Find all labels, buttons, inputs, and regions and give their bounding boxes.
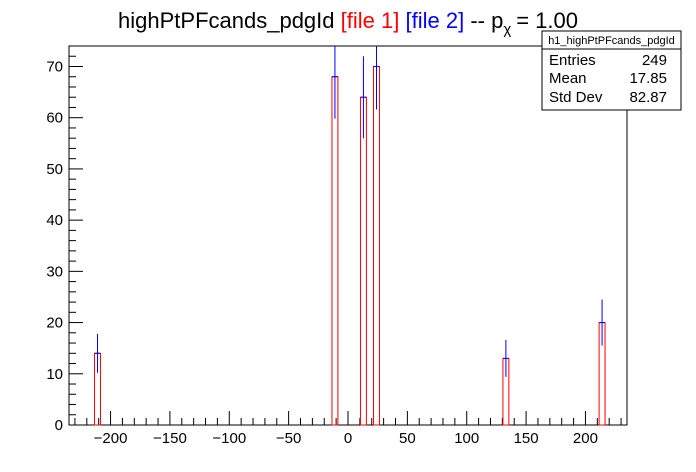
- axes: 0 10 20 30 40 50 60 70 −200 −150 −100 −50 0 50 100 150 2…: [46, 45, 622, 447]
- title-suffix-sub: χ: [503, 21, 511, 38]
- y-tick-label: 30: [46, 263, 63, 280]
- stats-label-mean: Mean: [549, 70, 587, 87]
- histogram-bar: [359, 96, 367, 426]
- x-tick-label: 150: [514, 430, 539, 447]
- stats-value-stddev: 82.87: [629, 89, 667, 106]
- x-tick-label: −100: [212, 430, 246, 447]
- y-tick-label: 40: [46, 212, 63, 229]
- title-file2: [file 2]: [405, 8, 464, 33]
- y-tick-label: 50: [46, 161, 63, 178]
- errorbars-layer: [94, 46, 606, 377]
- stats-label-stddev: Std Dev: [549, 89, 603, 106]
- x-tick-label: 0: [344, 430, 352, 447]
- stats-value-entries: 249: [642, 52, 667, 69]
- x-tick-label: 200: [573, 430, 598, 447]
- bars-layer: [94, 65, 606, 426]
- stats-box: h1_highPtPFcands_pdgId Entries 249 Mean …: [541, 30, 682, 111]
- stats-title: h1_highPtPFcands_pdgId: [548, 35, 675, 47]
- x-tick-label: −150: [153, 430, 187, 447]
- histogram-bar: [373, 65, 380, 426]
- title-suffix-prefix: -- p: [470, 8, 503, 33]
- chart-title: highPtPFcands_pdgId [file 1] [file 2] --…: [118, 8, 578, 38]
- y-tick-label: 20: [46, 315, 63, 332]
- stats-label-entries: Entries: [549, 52, 596, 69]
- y-tick-label: 70: [46, 58, 63, 75]
- y-tick-label: 60: [46, 110, 63, 127]
- x-tick-label: −50: [276, 430, 301, 447]
- title-suffix-value: = 1.00: [516, 8, 578, 33]
- x-tick-label: 100: [454, 430, 479, 447]
- y-tick-label: 0: [55, 417, 63, 434]
- y-tick-label: 10: [46, 366, 63, 383]
- stats-value-mean: 17.85: [629, 70, 667, 87]
- histogram-bar: [331, 76, 339, 426]
- title-file1: [file 1]: [341, 8, 400, 33]
- x-tick-label: 50: [399, 430, 416, 447]
- title-name: highPtPFcands_pdgId: [118, 8, 335, 33]
- x-tick-label: −200: [94, 430, 128, 447]
